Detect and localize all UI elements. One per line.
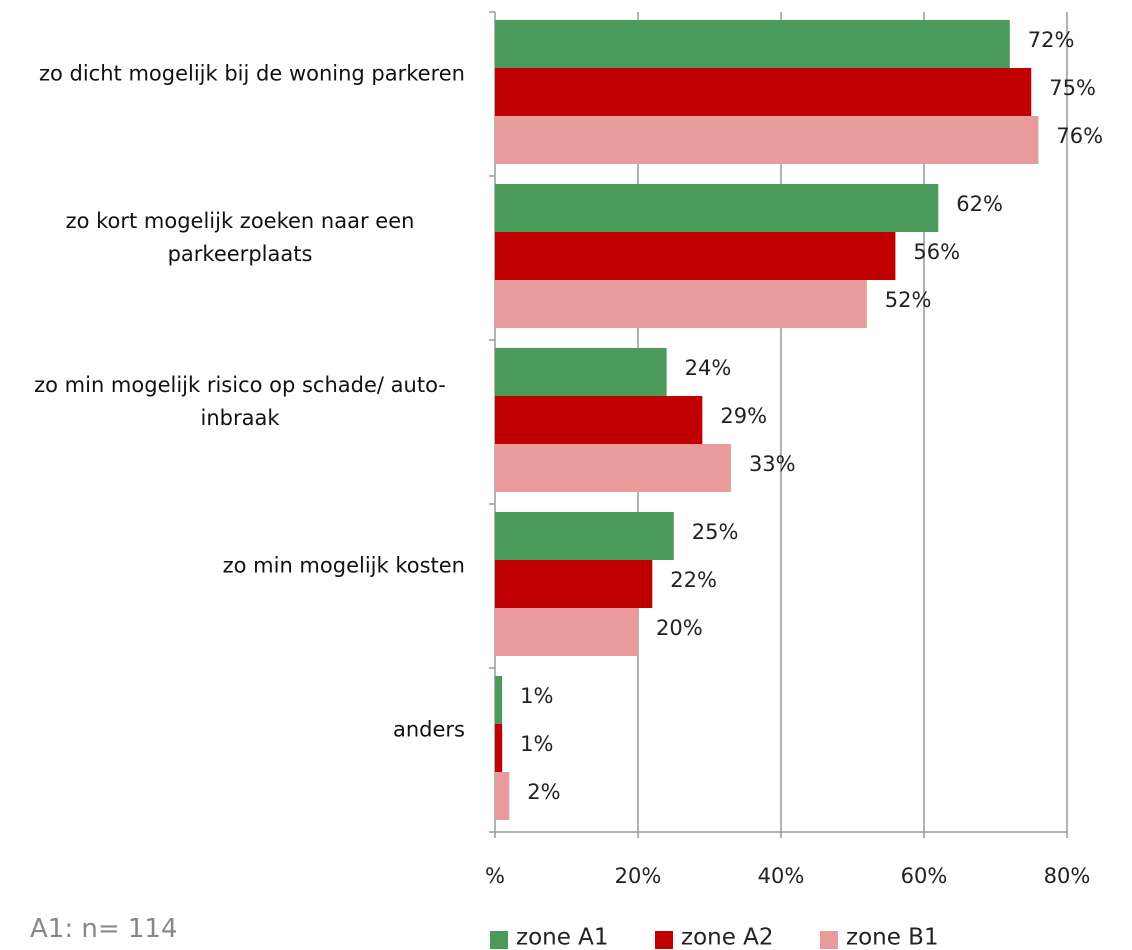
bar: [495, 396, 703, 444]
legend-swatch: [820, 931, 838, 949]
data-label: 2%: [527, 780, 560, 804]
data-label: 29%: [720, 404, 767, 428]
legend-swatch: [655, 931, 673, 949]
data-label: 1%: [520, 684, 553, 708]
x-tick-label: %: [485, 864, 505, 888]
data-label: 75%: [1049, 76, 1096, 100]
x-tick-label: 40%: [758, 864, 805, 888]
data-label: 52%: [885, 288, 932, 312]
y-tick-label: anders: [392, 717, 465, 742]
bar: [495, 68, 1032, 116]
legend-label: zone A1: [516, 925, 609, 950]
legend-label: zone B1: [846, 925, 939, 950]
data-label: 33%: [749, 452, 796, 476]
bar: [495, 560, 653, 608]
y-tick-label: zo kort mogelijk zoeken naar een parkeer…: [65, 209, 415, 266]
data-label: 20%: [656, 616, 703, 640]
x-tick-label: 60%: [901, 864, 948, 888]
bar: [495, 116, 1039, 164]
bar: [495, 608, 638, 656]
x-tick-label: 80%: [1044, 864, 1091, 888]
bar: [495, 512, 674, 560]
bar: [495, 444, 731, 492]
y-tick-label: zo min mogelijk kosten: [222, 553, 465, 578]
bar: [495, 184, 939, 232]
data-label: 25%: [692, 520, 739, 544]
legend-swatch: [490, 931, 508, 949]
data-label: 72%: [1028, 28, 1075, 52]
data-label: 22%: [670, 568, 717, 592]
data-label: 1%: [520, 732, 553, 756]
legend-label: zone A2: [681, 925, 774, 950]
bar: [495, 232, 896, 280]
data-label: 76%: [1056, 124, 1103, 148]
bar: [495, 348, 667, 396]
x-tick-label: 20%: [615, 864, 662, 888]
footnote: A1: n= 114: [30, 914, 178, 944]
bar: [495, 676, 503, 724]
data-label: 24%: [685, 356, 732, 380]
data-label: 56%: [913, 240, 960, 264]
data-label: 62%: [956, 192, 1003, 216]
bar: [495, 280, 867, 328]
y-tick-label: zo dicht mogelijk bij de woning parkeren: [38, 61, 465, 86]
bar: [495, 20, 1010, 68]
bar: [495, 724, 503, 772]
y-tick-label: zo min mogelijk risico op schade/ auto-i…: [34, 373, 446, 430]
bar: [495, 772, 510, 820]
